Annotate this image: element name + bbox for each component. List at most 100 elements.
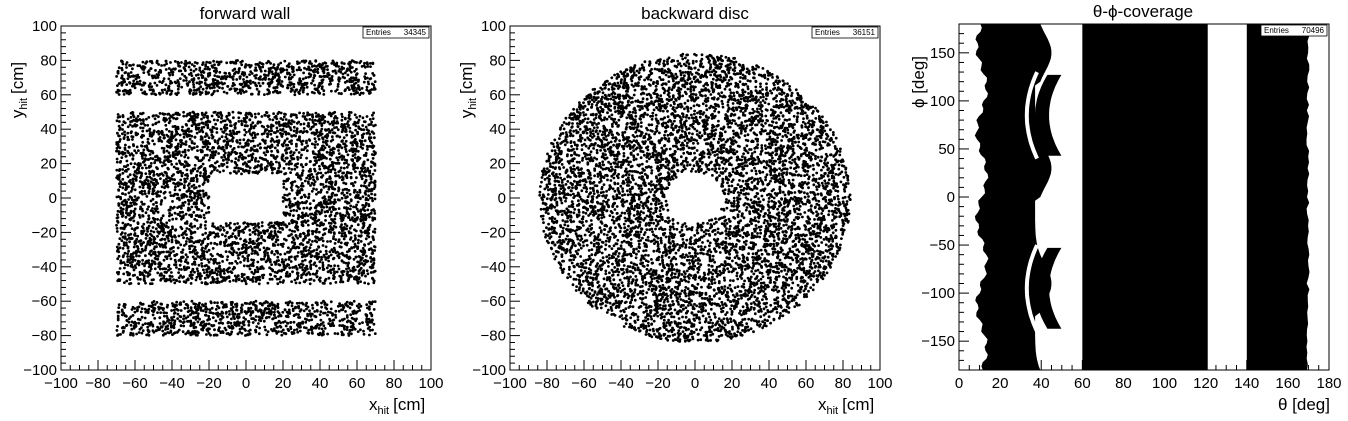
hit-point <box>232 279 235 282</box>
hit-point <box>222 268 226 271</box>
hit-point <box>260 115 264 118</box>
hit-point <box>184 153 188 157</box>
hit-point <box>336 85 340 88</box>
hit-point <box>129 224 133 227</box>
hit-point <box>117 278 121 281</box>
hit-point <box>121 177 125 181</box>
hit-point <box>147 217 151 220</box>
hit-point <box>284 238 288 242</box>
hit-point <box>152 247 156 251</box>
hit-point <box>289 209 293 213</box>
hit-point <box>180 216 184 220</box>
hit-point <box>281 127 285 131</box>
hit-point <box>160 273 164 277</box>
hit-point <box>351 131 354 135</box>
hit-point <box>284 172 288 175</box>
hit-point <box>332 235 336 238</box>
hit-point <box>213 63 216 67</box>
hit-point <box>309 243 313 247</box>
hit-point <box>243 133 247 137</box>
hit-point <box>231 139 235 143</box>
hit-point <box>189 222 193 226</box>
hit-point <box>297 216 300 220</box>
hit-point <box>198 90 202 94</box>
hit-point <box>222 228 226 232</box>
hit-point <box>346 201 349 204</box>
hit-point <box>198 272 202 275</box>
hit-point <box>118 138 122 141</box>
hit-point <box>116 213 119 217</box>
hit-point <box>177 276 181 280</box>
hit-point <box>169 234 173 238</box>
hit-point <box>306 111 309 115</box>
hit-point <box>262 151 266 155</box>
hit-point <box>318 224 322 228</box>
hit-point <box>116 249 119 253</box>
hit-point <box>176 84 180 88</box>
hit-point <box>196 197 200 200</box>
hit-point <box>356 245 360 249</box>
hit-point <box>322 74 326 78</box>
hit-point <box>358 88 362 91</box>
hit-point <box>216 279 220 283</box>
hit-point <box>188 80 191 84</box>
hit-point <box>120 215 124 218</box>
hit-point <box>295 202 299 206</box>
hit-point <box>133 123 137 126</box>
hit-point <box>292 134 296 137</box>
hit-point <box>360 262 364 265</box>
hit-point <box>373 80 377 83</box>
hit-point <box>233 71 237 75</box>
hit-point <box>283 112 286 116</box>
hit-point <box>126 117 130 121</box>
hit-point <box>309 267 313 271</box>
hit-point <box>309 167 312 171</box>
hit-point <box>157 225 161 229</box>
hit-point <box>216 84 219 88</box>
hit-point <box>185 227 189 230</box>
hit-point <box>300 276 303 279</box>
hit-point <box>328 269 332 273</box>
hit-point <box>151 192 155 196</box>
hit-point <box>162 77 166 80</box>
hit-point <box>324 245 328 249</box>
hit-point <box>235 262 239 265</box>
hit-point <box>224 77 228 81</box>
hit-point <box>298 201 302 205</box>
hit-point <box>195 207 199 211</box>
hit-point <box>322 140 325 144</box>
hit-point <box>123 266 126 270</box>
hit-point <box>265 61 269 65</box>
hit-point <box>287 146 291 150</box>
hit-point <box>250 133 254 137</box>
hit-point <box>294 234 298 237</box>
hit-point <box>297 151 301 154</box>
hit-point <box>202 194 206 197</box>
hit-point <box>329 139 333 143</box>
hit-point <box>155 166 158 169</box>
hit-point <box>132 219 136 223</box>
hit-point <box>156 271 160 275</box>
hit-point <box>161 174 165 177</box>
hit-point <box>278 124 282 128</box>
hit-point <box>149 149 153 153</box>
hit-point <box>193 163 197 167</box>
hit-point <box>195 131 199 135</box>
hit-point <box>136 234 140 238</box>
hit-point <box>170 163 174 166</box>
hit-point <box>236 91 240 95</box>
hit-point <box>188 240 192 244</box>
hit-point <box>182 244 186 247</box>
hit-point <box>162 118 166 122</box>
hit-point <box>336 82 340 86</box>
hit-point <box>180 72 184 76</box>
hit-point <box>366 148 369 151</box>
hit-point <box>288 83 292 87</box>
hit-point <box>141 192 144 196</box>
hit-point <box>312 156 316 159</box>
hit-point <box>201 76 205 79</box>
hit-point <box>302 122 306 126</box>
hit-point <box>276 230 280 234</box>
forward-wall-title: forward wall <box>200 4 291 23</box>
hit-point <box>184 64 188 68</box>
